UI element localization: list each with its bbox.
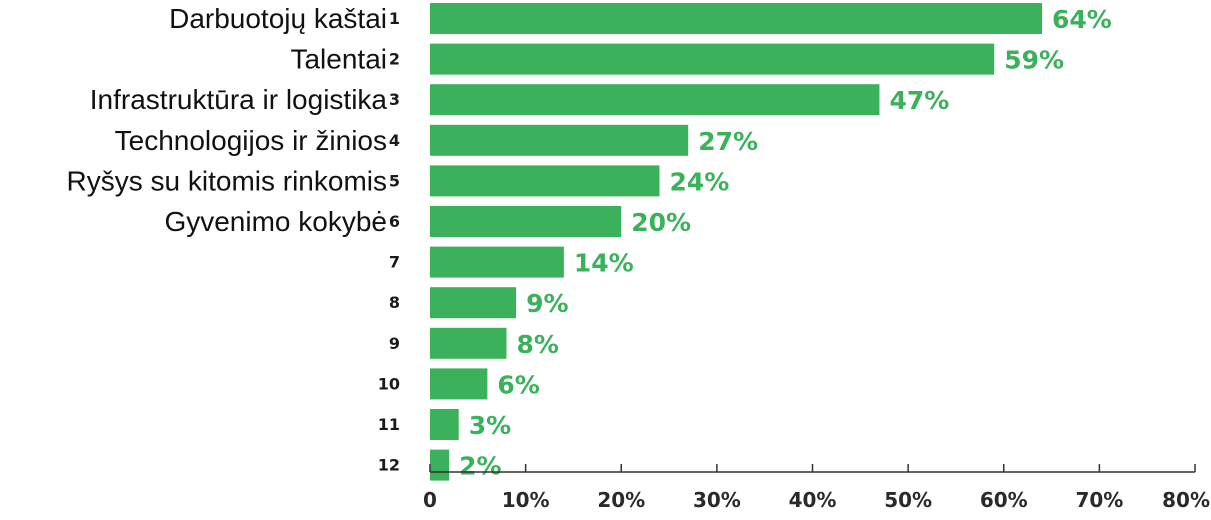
bars-group xyxy=(430,3,1042,481)
bar-3 xyxy=(430,84,880,116)
value-label-2: 59% xyxy=(1004,46,1064,75)
value-label-12: 2% xyxy=(459,452,501,481)
category-label-1: Darbuotojų kaštai xyxy=(169,3,387,34)
category-label-5: Ryšys su kitomis rinkomis xyxy=(67,165,387,196)
bar-10 xyxy=(430,368,488,400)
value-label-11: 3% xyxy=(469,411,511,440)
x-tick-label-80: 80% xyxy=(1162,488,1210,512)
x-tick-label-60: 60% xyxy=(980,488,1028,512)
x-axis: 0 10% 20% 30% 40% 50% 60% 70% 80% xyxy=(423,464,1210,512)
x-tick-label-40: 40% xyxy=(789,488,837,512)
value-label-10: 6% xyxy=(497,370,539,399)
bar-1 xyxy=(430,3,1042,34)
value-label-4: 27% xyxy=(698,127,758,156)
bar-12 xyxy=(430,449,450,481)
bar-7 xyxy=(430,246,564,278)
rank-label-1: 1 xyxy=(389,9,400,28)
rank-label-5: 5 xyxy=(389,171,400,190)
category-label-3: Infrastruktūra ir logistika xyxy=(90,84,388,115)
value-label-1: 64% xyxy=(1052,5,1112,34)
x-tick-label-70: 70% xyxy=(1075,488,1123,512)
value-label-7: 14% xyxy=(574,249,634,278)
value-label-8: 9% xyxy=(526,289,568,318)
rank-label-3: 3 xyxy=(389,90,400,109)
rank-label-4: 4 xyxy=(389,131,400,150)
value-labels-group: 64% 59% 47% 27% 24% 20% 14%9% 8% 6% 3% 2% xyxy=(459,5,1112,481)
x-tick-label-20: 20% xyxy=(597,488,645,512)
bar-11 xyxy=(430,409,459,440)
x-tick-label-30: 30% xyxy=(693,488,741,512)
bar-2 xyxy=(430,43,995,75)
rank-label-9: 9 xyxy=(389,334,400,353)
category-label-6: Gyvenimo kokybė xyxy=(164,206,387,237)
value-label-9: 8% xyxy=(517,330,559,359)
bar-5 xyxy=(430,165,660,197)
value-label-3: 47% xyxy=(889,86,949,115)
category-labels-group: Darbuotojų kaštai Talentai Infrastruktūra … xyxy=(67,3,388,237)
value-label-6: 20% xyxy=(631,208,691,237)
rank-label-6: 6 xyxy=(389,212,400,231)
rank-label-2: 2 xyxy=(389,50,400,69)
category-label-2: Talentai xyxy=(290,44,387,75)
rank-label-8: 8 xyxy=(389,293,400,312)
x-tick-label-10: 10% xyxy=(502,488,550,512)
x-tick-label-0: 0 xyxy=(423,488,437,512)
bar-4 xyxy=(430,124,689,156)
value-label-5: 24% xyxy=(670,167,730,196)
category-label-4: Technologijos ir žinios xyxy=(115,125,387,156)
rank-label-11: 11 xyxy=(378,415,400,434)
bar-8 xyxy=(430,287,517,319)
rank-label-12: 12 xyxy=(378,456,400,475)
rank-label-7: 7 xyxy=(389,253,400,272)
bar-9 xyxy=(430,327,507,359)
bar-6 xyxy=(430,206,622,237)
rank-label-10: 10 xyxy=(378,374,400,393)
x-tick-label-50: 50% xyxy=(884,488,932,512)
